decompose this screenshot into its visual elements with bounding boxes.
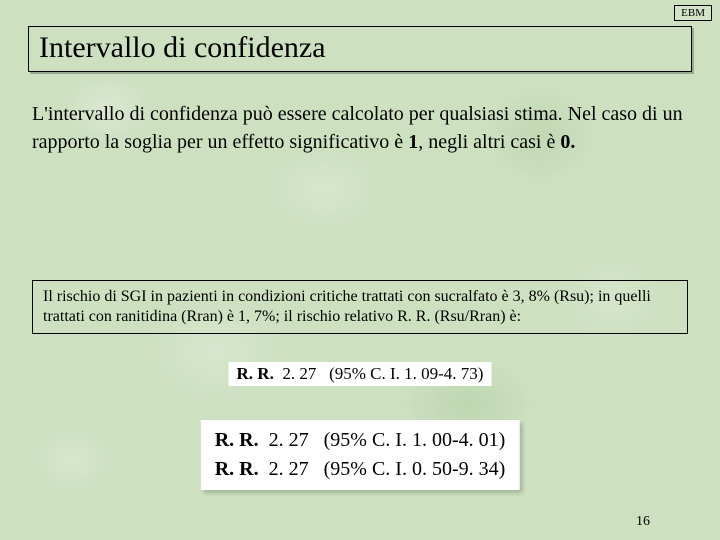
rr-big-2-ci: (95% C. I. 0. 50-9. 34) <box>324 458 506 480</box>
rr-result-big-box: R. R. 2. 27 (95% C. I. 1. 00-4. 01) R. R… <box>201 420 520 490</box>
rr-result-small: R. R. 2. 27 (95% C. I. 1. 09-4. 73) <box>229 362 492 386</box>
rr-big-2-label: R. R. <box>215 458 259 480</box>
info-box: Il rischio di SGI in pazienti in condizi… <box>32 280 688 334</box>
rr-big-line-1: R. R. 2. 27 (95% C. I. 1. 00-4. 01) <box>215 426 506 455</box>
body-bold-one: 1 <box>408 131 418 153</box>
page-number: 16 <box>636 514 650 530</box>
title-box: Intervallo di confidenza <box>28 26 692 72</box>
ebm-tag: EBM <box>674 5 712 21</box>
rr-small-label: R. R. <box>237 364 274 383</box>
rr-big-line-2: R. R. 2. 27 (95% C. I. 0. 50-9. 34) <box>215 455 506 484</box>
page-title: Intervallo di confidenza <box>39 31 681 65</box>
body-paragraph: L'intervallo di confidenza può essere ca… <box>32 100 688 156</box>
body-bold-zero: 0. <box>560 131 575 153</box>
rr-big-1-ci: (95% C. I. 1. 00-4. 01) <box>324 429 506 451</box>
body-text-1: L'intervallo di confidenza può essere ca… <box>32 103 683 153</box>
rr-small-ci: (95% C. I. 1. 09-4. 73) <box>329 364 483 383</box>
rr-big-1-value: 2. 27 <box>269 429 309 451</box>
info-text: Il rischio di SGI in pazienti in condizi… <box>43 288 651 325</box>
rr-big-2-value: 2. 27 <box>269 458 309 480</box>
rr-small-value: 2. 27 <box>282 364 316 383</box>
body-text-mid: , negli altri casi è <box>418 131 560 153</box>
rr-big-1-label: R. R. <box>215 429 259 451</box>
